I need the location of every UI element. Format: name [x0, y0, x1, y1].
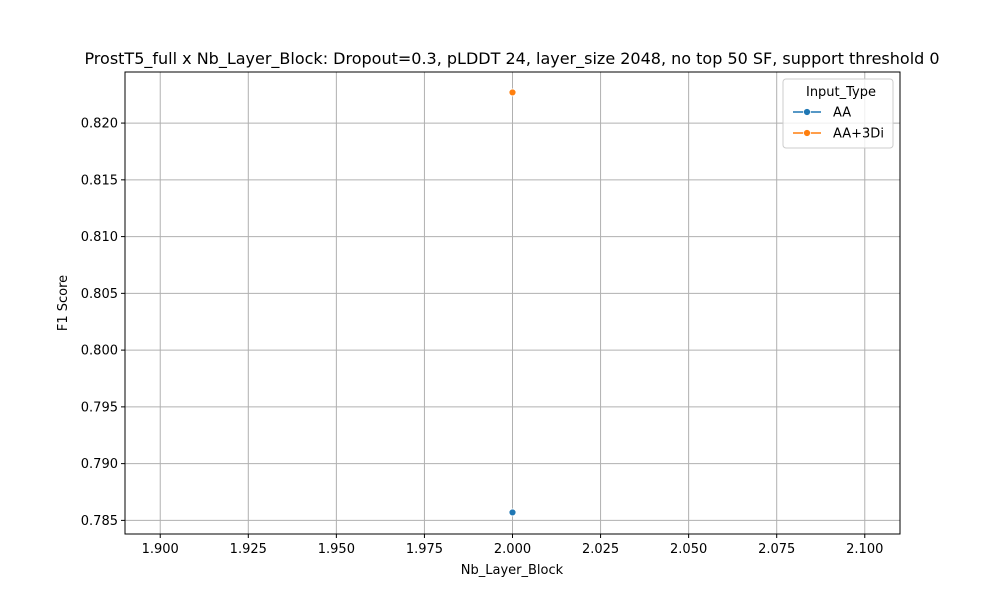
x-tick-label: 2.050 [670, 542, 707, 557]
data-point [508, 88, 517, 97]
legend-dot-marker [803, 129, 811, 137]
y-tick-label: 0.800 [81, 344, 118, 359]
grid [125, 72, 900, 534]
legend-dot-marker [803, 108, 811, 116]
x-tick-label: 2.100 [846, 542, 883, 557]
y-tick-label: 0.815 [81, 173, 118, 188]
y-tick-label: 0.810 [81, 230, 118, 245]
legend-title: Input_Type [806, 85, 876, 100]
legend: Input_Type AA AA+3Di [782, 78, 894, 149]
y-tick-label: 0.805 [81, 287, 118, 302]
data-point [508, 508, 517, 517]
y-axis: 0.785 0.790 0.795 0.800 0.805 0.810 0.815 0.820 [81, 117, 125, 529]
x-tick-label: 2.025 [582, 542, 619, 557]
legend-box [782, 78, 894, 149]
x-axis: 1.900 1.925 1.950 1.975 2.000 2.025 2.050 2.075… [142, 534, 883, 557]
x-tick-label: 2.075 [758, 542, 795, 557]
x-tick-label: 1.975 [406, 542, 443, 557]
y-tick-label: 0.790 [81, 457, 118, 472]
legend-label: AA [833, 106, 851, 121]
y-axis-label: F1 Score [56, 275, 71, 331]
x-tick-label: 1.925 [230, 542, 267, 557]
x-tick-label: 1.950 [318, 542, 355, 557]
x-axis-label: Nb_Layer_Block [461, 563, 564, 578]
legend-item: AA [793, 106, 851, 121]
series [508, 88, 517, 517]
x-tick-label: 2.000 [494, 542, 531, 557]
y-tick-label: 0.785 [81, 514, 118, 529]
series-2 [508, 88, 517, 97]
x-tick-label: 1.900 [142, 542, 179, 557]
series-1 [508, 508, 517, 517]
legend-label: AA+3Di [833, 127, 884, 142]
legend-item: AA+3Di [793, 127, 884, 142]
y-tick-label: 0.795 [81, 400, 118, 415]
chart-title: ProstT5_full x Nb_Layer_Block: Dropout=0… [84, 49, 939, 69]
y-tick-label: 0.820 [81, 117, 118, 132]
